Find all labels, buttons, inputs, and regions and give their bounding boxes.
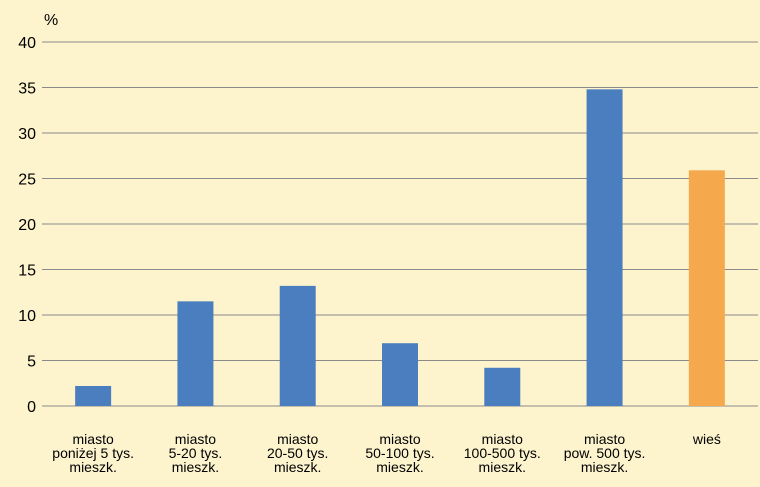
bar	[484, 367, 521, 406]
x-tick-label: mieszk.	[69, 459, 116, 475]
bar	[586, 89, 623, 406]
x-tick-label: 5-20 tys.	[169, 445, 223, 461]
x-tick-label: mieszk.	[274, 459, 321, 475]
x-tick-label: miasto	[584, 431, 625, 447]
y-tick-label: 20	[18, 217, 36, 234]
x-tick-label: pow. 500 tys.	[564, 445, 646, 461]
x-tick-label: 50-100 tys.	[365, 445, 434, 461]
y-tick-label: 0	[27, 399, 36, 416]
bar	[382, 343, 418, 406]
y-axis-ticks: 0 5 10 15 20 25 30 35 40	[18, 35, 36, 416]
x-tick-label: miasto	[277, 431, 318, 447]
bar	[279, 285, 316, 406]
x-tick-label: 20-50 tys.	[267, 445, 328, 461]
x-tick-label: miasto	[482, 431, 523, 447]
y-tick-label: 40	[18, 35, 36, 52]
x-tick-label: mieszk.	[172, 459, 219, 475]
y-tick-label: 10	[18, 308, 36, 325]
y-tick-label: 15	[18, 263, 36, 280]
y-tick-label: 30	[18, 126, 36, 143]
x-tick-label: wieś	[692, 431, 721, 447]
x-tick-label: mieszk.	[581, 459, 628, 475]
y-tick-label: 5	[27, 354, 36, 371]
y-tick-label: 35	[18, 81, 36, 98]
y-axis-unit-label: %	[44, 12, 58, 29]
x-tick-label: poniżej 5 tys.	[52, 445, 134, 461]
bar	[688, 170, 725, 406]
bar	[75, 385, 112, 406]
x-tick-label: 100-500 tys.	[464, 445, 541, 461]
x-tick-label: miasto	[73, 431, 114, 447]
x-tick-label: miasto	[379, 431, 420, 447]
bars	[75, 89, 725, 406]
x-tick-label: mieszk.	[479, 459, 526, 475]
bar	[177, 301, 214, 406]
x-tick-label: miasto	[175, 431, 216, 447]
y-tick-label: 25	[18, 172, 36, 189]
x-tick-label: mieszk.	[376, 459, 423, 475]
gridlines	[42, 41, 758, 407]
